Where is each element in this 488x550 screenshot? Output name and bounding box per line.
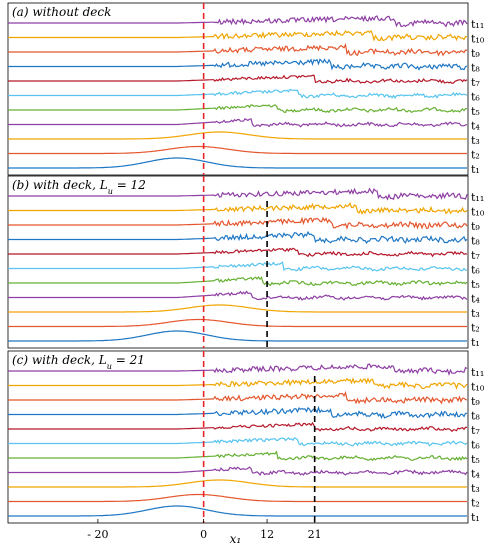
time-label: t₂ bbox=[471, 322, 480, 335]
series-line-t11 bbox=[8, 14, 468, 28]
series-line-t8 bbox=[8, 58, 468, 71]
time-label: t₁₁ bbox=[471, 191, 484, 204]
time-label: t₈ bbox=[471, 62, 480, 75]
time-label: t₇ bbox=[471, 424, 480, 437]
time-label: t₁ bbox=[471, 163, 480, 176]
x-axis-label: x₁ bbox=[230, 532, 242, 546]
time-label: t₃ bbox=[471, 307, 480, 320]
series-line-t2 bbox=[8, 145, 467, 155]
time-label: t₂ bbox=[471, 497, 480, 510]
time-label: t₅ bbox=[471, 453, 480, 466]
series-line-t1 bbox=[8, 157, 467, 169]
time-label: t₇ bbox=[471, 249, 480, 262]
x-tick-label: 0 bbox=[200, 528, 207, 541]
series-line-t3 bbox=[8, 304, 467, 313]
panel-title: (c) with deck, Lu = 21 bbox=[12, 353, 145, 371]
series-line-t7 bbox=[8, 421, 467, 433]
series-line-t6 bbox=[8, 261, 467, 272]
series-line-t5 bbox=[8, 276, 468, 287]
time-label: t₅ bbox=[471, 105, 480, 118]
series-line-t6 bbox=[8, 88, 468, 99]
time-label: t₄ bbox=[471, 468, 480, 481]
time-label: t₅ bbox=[471, 278, 480, 291]
x-tick-label: 21 bbox=[308, 528, 322, 541]
panel-title: (b) with deck, Lu = 12 bbox=[12, 178, 146, 196]
time-label: t₉ bbox=[471, 395, 480, 408]
panel-title: (a) without deck bbox=[12, 5, 111, 19]
series-line-t5 bbox=[8, 104, 468, 114]
series-line-t10 bbox=[8, 29, 468, 42]
time-label: t₁₀ bbox=[471, 206, 485, 219]
series-line-t5 bbox=[8, 450, 468, 462]
series-line-t9 bbox=[8, 42, 468, 57]
series-line-t3 bbox=[8, 479, 467, 488]
time-label: t₆ bbox=[471, 439, 480, 452]
time-label: t₆ bbox=[471, 91, 480, 104]
time-label: t₁₀ bbox=[471, 381, 485, 394]
series-line-t3 bbox=[8, 131, 467, 140]
series-line-t8 bbox=[8, 230, 468, 244]
series-line-t8 bbox=[8, 405, 467, 420]
time-label: t₇ bbox=[471, 76, 480, 89]
series-line-t4 bbox=[8, 466, 468, 476]
time-label: t₂ bbox=[471, 149, 480, 162]
series-line-t7 bbox=[8, 247, 468, 258]
series-line-t1 bbox=[8, 505, 467, 517]
time-label: t₃ bbox=[471, 134, 480, 147]
series-line-t4 bbox=[8, 117, 468, 128]
series-line-t11 bbox=[8, 187, 468, 201]
panel-frame bbox=[7, 2, 469, 176]
time-label: t₄ bbox=[471, 293, 480, 306]
panel-frame bbox=[7, 175, 469, 349]
panel-frame bbox=[7, 350, 469, 524]
series-line-t4 bbox=[8, 290, 468, 301]
time-label: t₃ bbox=[471, 482, 480, 495]
x-tick-label: 12 bbox=[260, 528, 274, 541]
time-label: t₆ bbox=[471, 264, 480, 277]
series-line-t7 bbox=[8, 74, 468, 84]
time-label: t₈ bbox=[471, 410, 480, 423]
series-line-t9 bbox=[8, 216, 468, 230]
series-line-t11 bbox=[8, 363, 468, 377]
series-line-t6 bbox=[8, 437, 468, 447]
series-line-t10 bbox=[8, 377, 468, 390]
series-line-t2 bbox=[8, 493, 467, 503]
time-label: t₈ bbox=[471, 235, 480, 248]
time-label: t₉ bbox=[471, 47, 480, 60]
series-line-t1 bbox=[8, 330, 467, 342]
time-label: t₁₁ bbox=[471, 366, 484, 379]
x-tick-label: - 20 bbox=[87, 528, 108, 541]
series-line-t2 bbox=[8, 318, 467, 328]
time-label: t₁ bbox=[471, 336, 480, 349]
time-label: t₁₀ bbox=[471, 33, 485, 46]
series-line-t10 bbox=[8, 201, 468, 216]
time-label: t₁ bbox=[471, 511, 480, 524]
series-line-t9 bbox=[8, 390, 468, 405]
time-label: t₉ bbox=[471, 220, 480, 233]
time-label: t₄ bbox=[471, 120, 480, 133]
time-label: t₁₁ bbox=[471, 18, 484, 31]
